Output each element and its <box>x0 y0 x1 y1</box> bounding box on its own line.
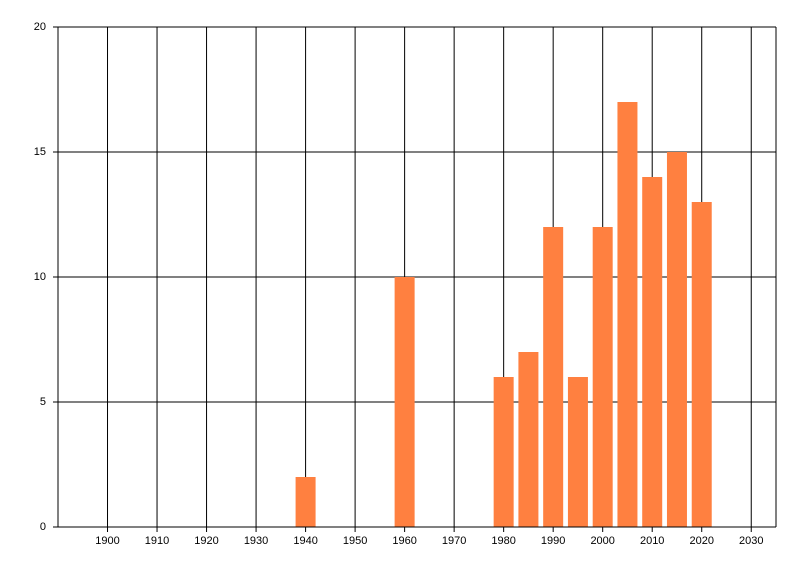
bar <box>567 377 588 527</box>
x-tick-label: 1930 <box>244 535 268 547</box>
bar <box>617 102 638 527</box>
bar <box>691 202 712 527</box>
y-tick-label: 10 <box>34 271 46 283</box>
x-tick-label: 2000 <box>590 535 614 547</box>
x-tick-label: 1920 <box>194 535 218 547</box>
y-tick-label: 20 <box>34 21 46 33</box>
y-tick-label: 0 <box>40 521 46 533</box>
bar <box>666 152 687 527</box>
y-tick-label: 5 <box>40 396 46 408</box>
bar <box>592 227 613 527</box>
x-tick-label: 1970 <box>442 535 466 547</box>
bar <box>295 477 316 527</box>
y-tick-label: 15 <box>34 146 46 158</box>
bar <box>642 177 663 527</box>
bar <box>518 352 539 527</box>
x-tick-label: 1960 <box>392 535 416 547</box>
x-tick-label: 1950 <box>343 535 367 547</box>
bar <box>394 277 415 527</box>
x-tick-label: 1900 <box>95 535 119 547</box>
x-tick-label: 1910 <box>145 535 169 547</box>
bar <box>543 227 564 527</box>
bar <box>493 377 514 527</box>
x-tick-label: 2020 <box>689 535 713 547</box>
x-tick-label: 1980 <box>491 535 515 547</box>
x-tick-label: 2010 <box>640 535 664 547</box>
x-tick-label: 1990 <box>541 535 565 547</box>
x-tick-label: 2030 <box>739 535 763 547</box>
x-tick-label: 1940 <box>293 535 317 547</box>
